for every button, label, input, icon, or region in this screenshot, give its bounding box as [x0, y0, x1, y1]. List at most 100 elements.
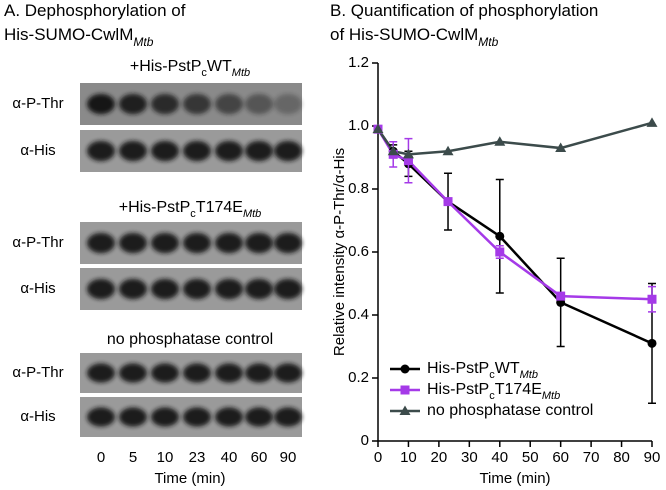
- y-tick-label: 1.2: [348, 54, 369, 71]
- y-tick-label: 0.8: [348, 180, 369, 197]
- blot-header: no phosphatase control: [107, 331, 273, 348]
- y-tick-label: 0: [361, 432, 369, 449]
- blot-band: [151, 363, 179, 383]
- blot-band: [215, 232, 243, 254]
- blot-band: [119, 278, 147, 300]
- marker: [495, 247, 505, 257]
- text-part: Mtb: [478, 35, 498, 49]
- text-part: T174E: [495, 381, 542, 398]
- blot-band: [87, 93, 115, 115]
- blot-band: [274, 407, 302, 427]
- x-tick-label: 90: [644, 449, 661, 466]
- text-part: Mtb: [133, 35, 153, 49]
- marker: [442, 145, 454, 156]
- blot-band: [183, 93, 211, 115]
- blot-row-label: α-His: [20, 280, 55, 297]
- lane-label: 60: [251, 449, 268, 466]
- marker: [494, 136, 506, 146]
- text-part: no phosphatase control: [107, 331, 273, 348]
- legend-label: no phosphatase control: [427, 402, 593, 419]
- x-tick-label: 80: [613, 449, 630, 466]
- blot-band: [245, 407, 273, 427]
- marker: [647, 294, 657, 304]
- blot-row-label: α-P-Thr: [12, 364, 63, 381]
- text-part: His-PstP: [427, 381, 489, 398]
- marker: [647, 338, 657, 348]
- blot-band: [274, 278, 302, 300]
- x-tick-label: 0: [374, 449, 382, 466]
- blot-band: [87, 363, 115, 383]
- x-tick-label: 40: [491, 449, 508, 466]
- blot-band: [274, 363, 302, 383]
- lane-label: 10: [157, 449, 174, 466]
- marker: [402, 148, 414, 159]
- text-part: Mtb: [243, 208, 261, 220]
- marker: [372, 123, 384, 134]
- blot-band: [274, 140, 302, 162]
- marker: [400, 385, 410, 395]
- blot-band: [87, 232, 115, 254]
- marker: [387, 145, 399, 156]
- blot-band: [245, 278, 273, 300]
- text-part: T174E: [196, 199, 243, 216]
- blot-band: [87, 140, 115, 162]
- text-part: Mtb: [232, 67, 250, 79]
- blot-band: [119, 407, 147, 427]
- blot-band: [245, 140, 273, 162]
- y-tick-label: 1.0: [348, 117, 369, 134]
- blot-band: [245, 93, 273, 115]
- blot-band: [151, 93, 179, 115]
- marker: [399, 405, 411, 415]
- blot-band: [215, 93, 243, 115]
- text-part: of His-SUMO-CwlM: [330, 25, 478, 44]
- blot-row-label: α-P-Thr: [12, 234, 63, 251]
- panel-title: A. Dephosphorylation of: [4, 1, 186, 20]
- y-tick-label: 0.4: [348, 306, 369, 323]
- x-tick-label: 50: [522, 449, 539, 466]
- blot-band: [151, 407, 179, 427]
- lane-label: 90: [280, 449, 297, 466]
- blot-header: +His-PstPcWTMtb: [130, 58, 250, 79]
- blot-band: [215, 278, 243, 300]
- marker: [443, 197, 453, 207]
- blot-band: [119, 93, 147, 115]
- lane-label: 40: [221, 449, 238, 466]
- text-part: c: [489, 369, 495, 381]
- blot-band: [274, 232, 302, 254]
- blot-band: [151, 232, 179, 254]
- series-line: [376, 128, 653, 345]
- blot-band: [183, 278, 211, 300]
- marker: [403, 156, 413, 166]
- text-part: c: [190, 208, 196, 220]
- text-part: WT: [495, 360, 520, 377]
- y-axis-label: Relative intensity α-P-Thr/α-His: [331, 148, 348, 356]
- text-part: +His-PstP: [119, 199, 191, 216]
- blot-band: [215, 140, 243, 162]
- text-part: no phosphatase control: [427, 402, 593, 419]
- blot-band: [274, 93, 302, 115]
- blot-band: [183, 140, 211, 162]
- lane-label: 0: [97, 449, 105, 466]
- marker: [555, 142, 567, 153]
- blot-band: [215, 363, 243, 383]
- blot-band: [183, 363, 211, 383]
- marker: [556, 291, 566, 301]
- lane-label: 23: [189, 449, 206, 466]
- x-tick-label: 30: [461, 449, 478, 466]
- legend-label: His-PstPcWTMtb: [427, 360, 538, 381]
- x-tick-label: 70: [583, 449, 600, 466]
- blot-row-label: α-His: [20, 142, 55, 159]
- series-line: [376, 121, 653, 156]
- text-part: WT: [207, 58, 232, 75]
- text-part: Mtb: [520, 369, 538, 381]
- blot-band: [119, 363, 147, 383]
- blot-band: [183, 407, 211, 427]
- blot-band: [245, 232, 273, 254]
- text-part: B. Quantification of phosphorylation: [330, 1, 598, 20]
- blot-header: +His-PstPcT174EMtb: [119, 199, 262, 220]
- x-axis-label: Time (min): [479, 470, 550, 487]
- x-tick-label: 10: [400, 449, 417, 466]
- text-part: Mtb: [542, 390, 560, 402]
- blot-band: [87, 278, 115, 300]
